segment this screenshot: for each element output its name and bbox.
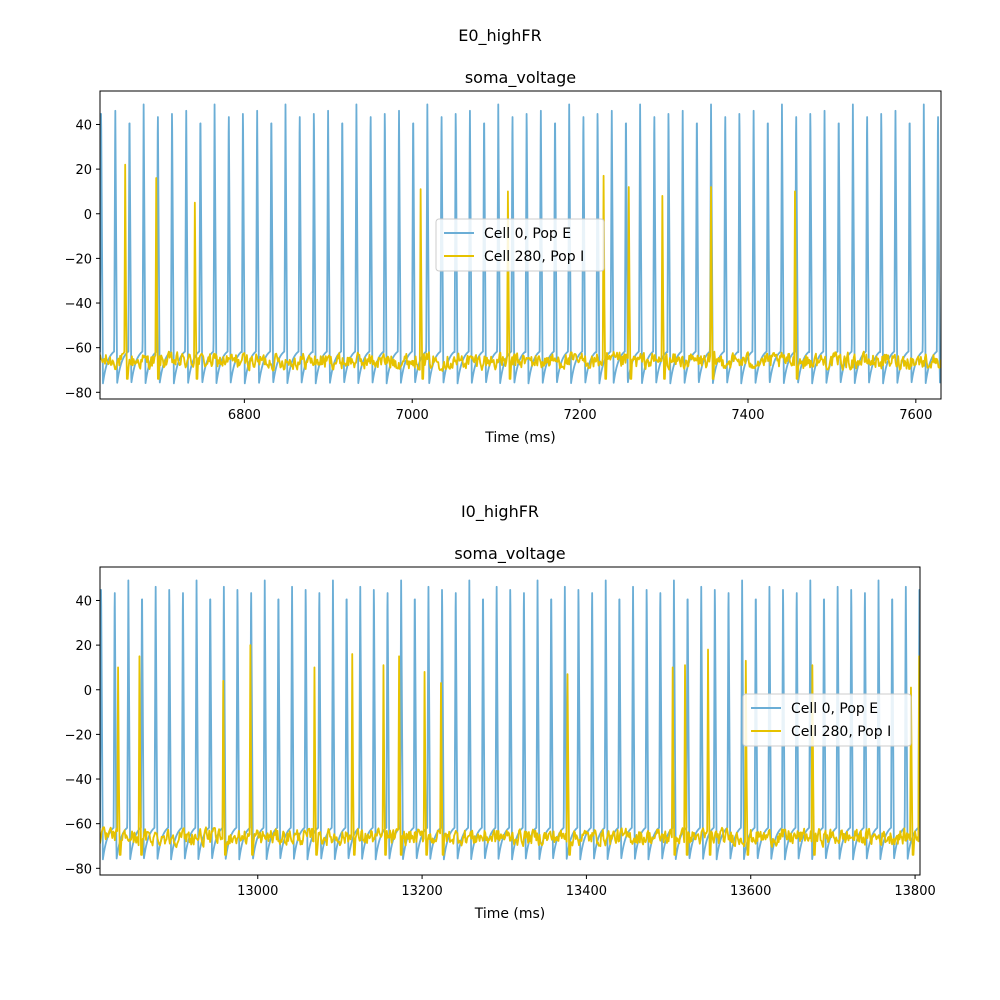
legend-label-1: Cell 0, Pop E xyxy=(791,701,878,717)
figure-suptitle-1: E0_highFR xyxy=(458,26,542,45)
series-line-1 xyxy=(100,579,920,861)
y-tick-label: −20 xyxy=(65,728,92,743)
x-axis-label: Time (ms) xyxy=(484,430,556,446)
legend: Cell 0, Pop E Cell 280, Pop I xyxy=(742,693,912,747)
axes-title: soma_voltage xyxy=(465,68,576,88)
chart-2: soma_voltage 13000 13200 13400 13600 13800 40 2… xyxy=(65,544,936,922)
x-tick-label: 7600 xyxy=(899,408,932,423)
y-tick-label: −40 xyxy=(65,297,92,312)
x-tick-label: 6800 xyxy=(228,408,261,423)
x-tick-label: 13800 xyxy=(894,884,935,899)
series-line-1 xyxy=(100,103,941,385)
y-tick-label: −80 xyxy=(65,386,92,401)
y-tick-label: −40 xyxy=(65,773,92,788)
x-tick-label: 13400 xyxy=(566,884,607,899)
axes-frame xyxy=(99,90,942,400)
y-tick-label: 40 xyxy=(75,594,92,609)
x-tick-label: 13600 xyxy=(730,884,771,899)
legend: Cell 0, Pop E Cell 280, Pop I xyxy=(435,218,605,272)
y-tick-label: −60 xyxy=(65,818,92,833)
series-line-2 xyxy=(100,163,941,380)
y-tick-label: 20 xyxy=(75,163,92,178)
y-tick-label: 40 xyxy=(75,118,92,133)
axes-frame xyxy=(99,566,921,876)
legend-box xyxy=(742,693,912,747)
legend-label-2: Cell 280, Pop I xyxy=(791,724,891,740)
y-tick-label: −20 xyxy=(65,252,92,267)
series-line-2 xyxy=(100,644,920,856)
legend-label-2: Cell 280, Pop I xyxy=(484,249,584,265)
y-tick-label: −60 xyxy=(65,342,92,357)
x-axis-label: Time (ms) xyxy=(474,906,546,922)
y-tick-label: 0 xyxy=(84,684,92,699)
legend-box xyxy=(435,218,605,272)
x-tick-label: 7400 xyxy=(731,408,764,423)
y-tick-label: −80 xyxy=(65,862,92,877)
x-tick-label: 7200 xyxy=(564,408,597,423)
y-tick-label: 0 xyxy=(84,208,92,223)
figure-suptitle-2: I0_highFR xyxy=(460,502,540,521)
y-tick-label: 20 xyxy=(75,639,92,654)
x-tick-label: 7000 xyxy=(396,408,429,423)
chart-1: soma_voltage 6800 7000 7200 7400 7600 40 20 0 −20… xyxy=(65,68,942,446)
axes-title: soma_voltage xyxy=(454,544,565,564)
x-tick-label: 13000 xyxy=(237,884,278,899)
x-tick-label: 13200 xyxy=(401,884,442,899)
legend-label-1: Cell 0, Pop E xyxy=(484,226,571,242)
